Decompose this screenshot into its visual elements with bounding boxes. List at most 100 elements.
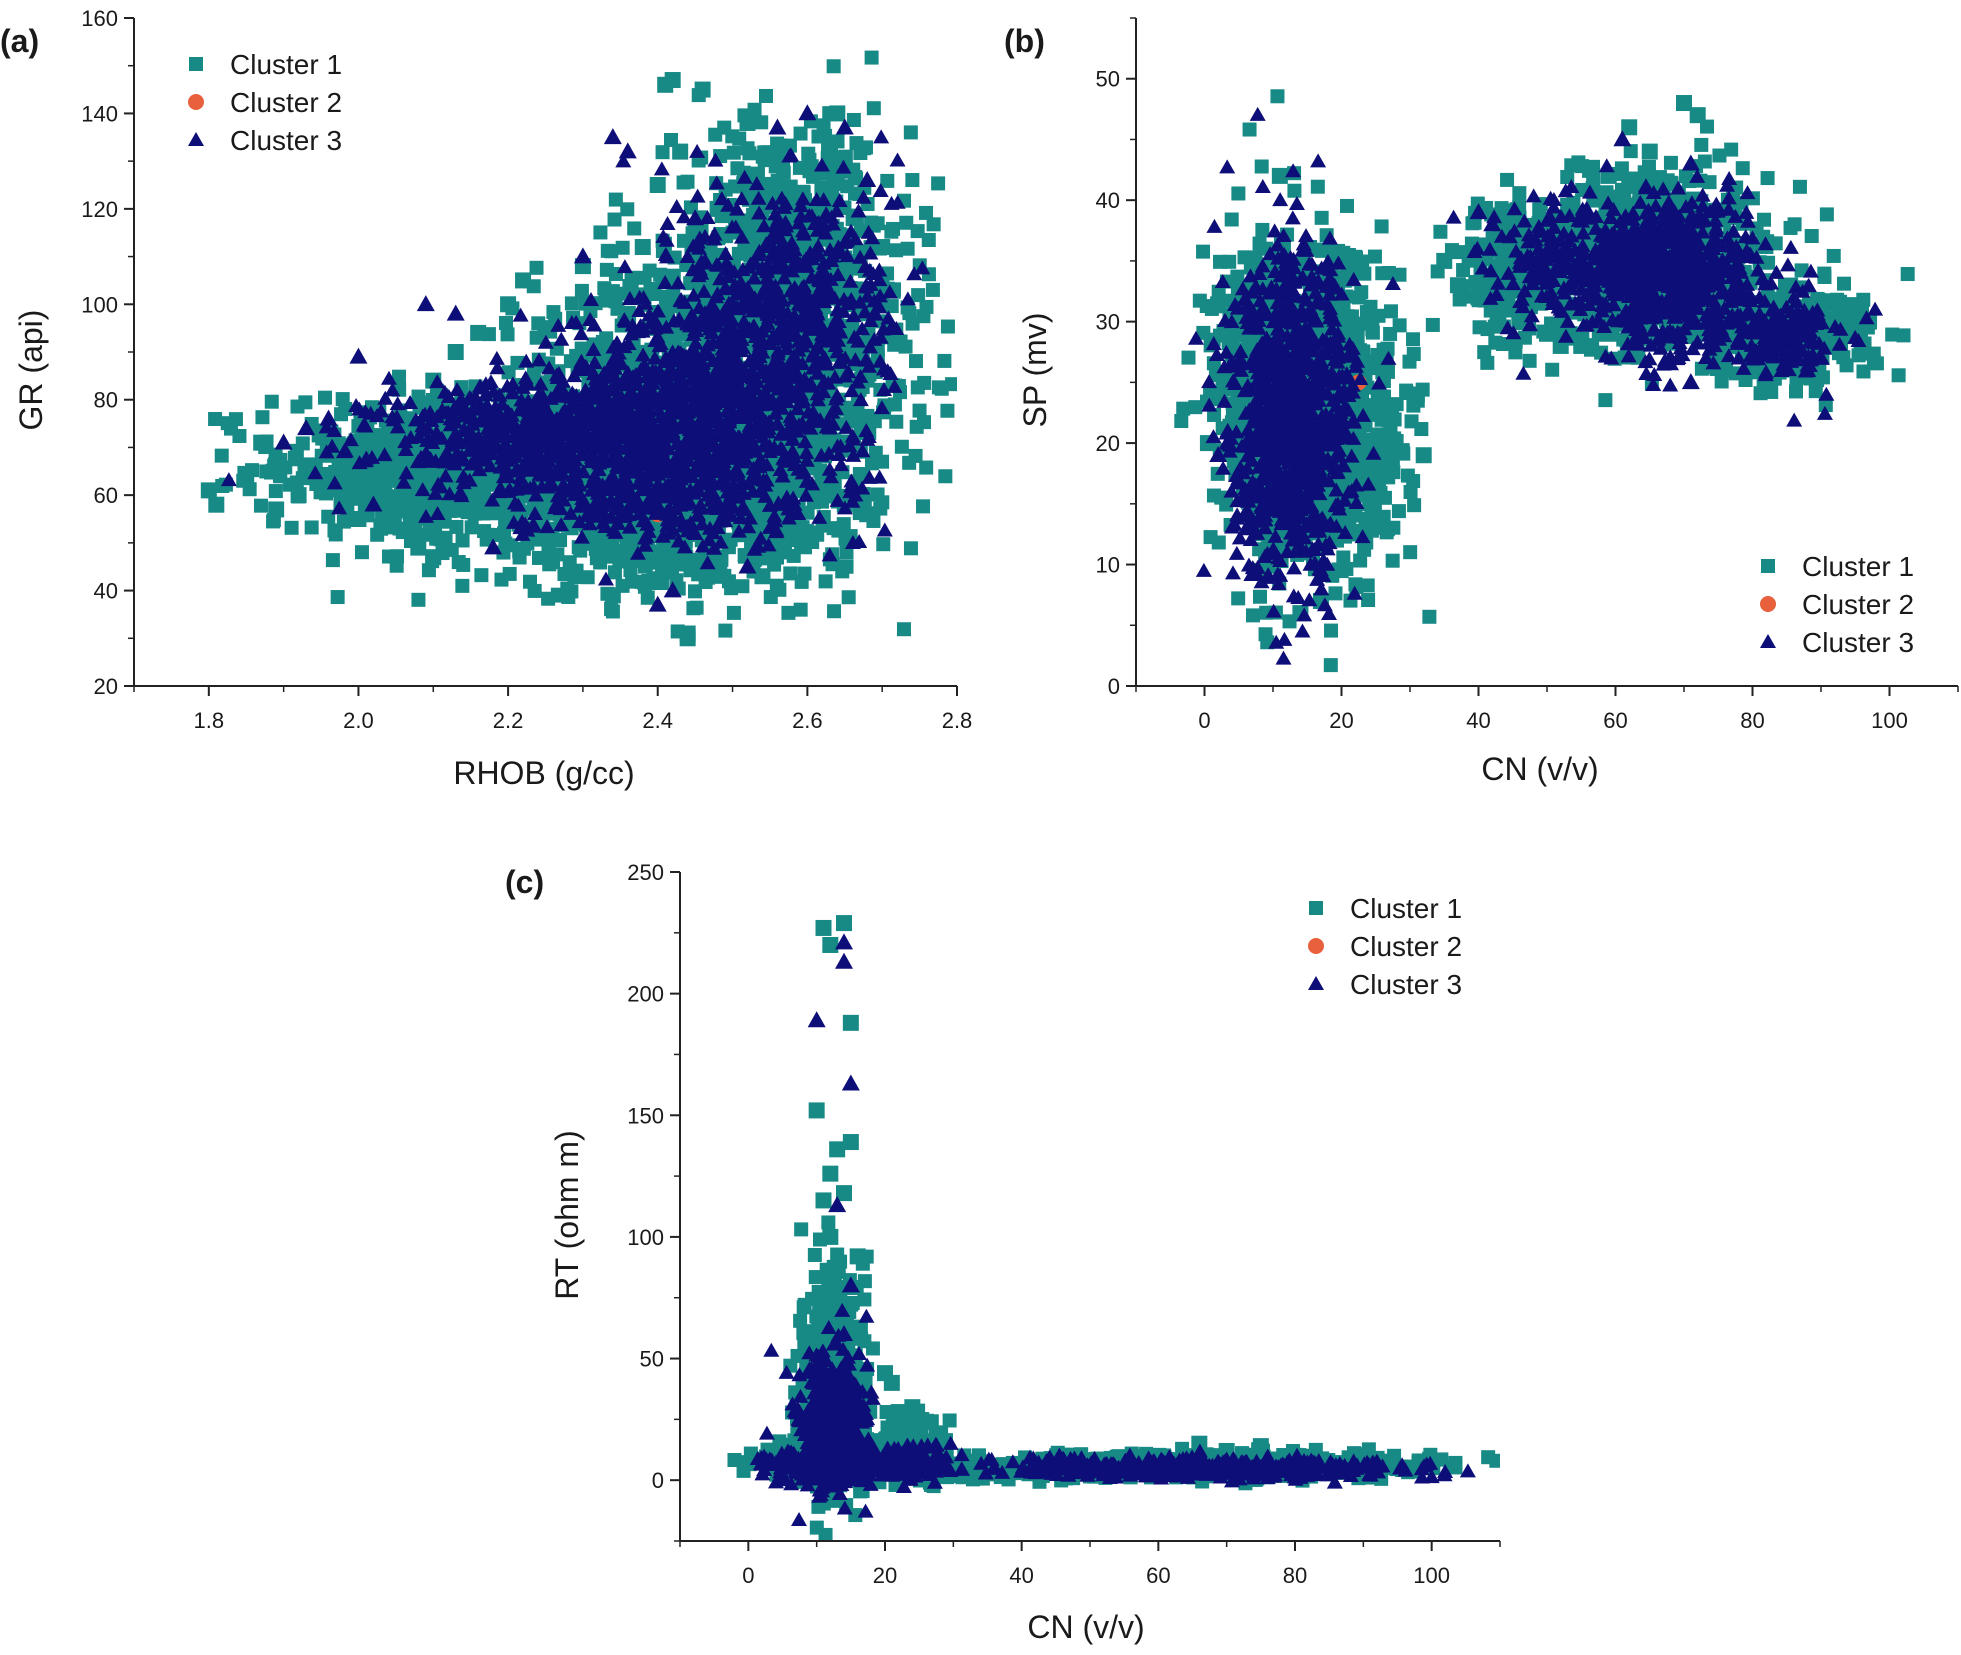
data-point bbox=[458, 503, 473, 518]
data-point bbox=[381, 549, 396, 564]
data-point bbox=[600, 291, 615, 306]
data-point bbox=[255, 410, 270, 425]
data-point bbox=[742, 220, 757, 235]
data-point bbox=[911, 288, 926, 303]
data-point bbox=[516, 442, 533, 457]
data-point bbox=[508, 447, 525, 462]
data-point bbox=[841, 590, 856, 605]
data-point bbox=[607, 212, 622, 227]
data-point bbox=[793, 126, 808, 141]
data-point bbox=[839, 545, 854, 560]
data-point bbox=[687, 584, 702, 599]
data-point bbox=[447, 344, 464, 360]
data-point bbox=[453, 488, 470, 503]
data-point bbox=[451, 555, 466, 570]
panel-label-a: (a) bbox=[0, 23, 39, 59]
data-point bbox=[900, 241, 915, 256]
data-point bbox=[887, 397, 902, 412]
data-point bbox=[503, 538, 518, 553]
data-point bbox=[494, 572, 509, 587]
data-point bbox=[537, 320, 554, 337]
data-point bbox=[266, 514, 281, 529]
data-point bbox=[735, 579, 750, 594]
data-point bbox=[392, 521, 407, 536]
data-point bbox=[418, 508, 435, 523]
data-point bbox=[921, 232, 936, 247]
data-point bbox=[569, 563, 584, 578]
data-point bbox=[603, 541, 618, 556]
data-point bbox=[284, 520, 299, 535]
data-point bbox=[604, 602, 619, 617]
data-point bbox=[654, 575, 669, 590]
data-point bbox=[482, 458, 499, 473]
data-point bbox=[866, 101, 881, 116]
data-point bbox=[876, 537, 891, 552]
data-point bbox=[627, 221, 642, 236]
data-point bbox=[419, 432, 436, 447]
data-point bbox=[916, 499, 931, 514]
data-point bbox=[651, 555, 666, 570]
data-point bbox=[679, 630, 696, 647]
data-point bbox=[413, 395, 428, 410]
data-point bbox=[472, 452, 489, 467]
data-point bbox=[402, 395, 419, 410]
data-marks bbox=[200, 50, 957, 647]
data-point bbox=[531, 352, 548, 367]
data-point bbox=[912, 403, 927, 418]
data-point bbox=[461, 442, 478, 457]
data-point bbox=[414, 421, 431, 436]
data-point bbox=[434, 453, 451, 468]
data-point bbox=[816, 118, 831, 133]
data-point bbox=[492, 480, 509, 495]
data-point bbox=[567, 397, 584, 412]
data-point bbox=[859, 506, 876, 523]
data-point bbox=[410, 539, 427, 556]
data-point bbox=[242, 482, 257, 497]
data-point bbox=[909, 354, 924, 369]
data-point bbox=[500, 296, 517, 313]
data-point bbox=[742, 146, 757, 161]
data-point bbox=[455, 533, 470, 548]
data-point bbox=[529, 260, 544, 275]
data-point bbox=[208, 411, 223, 426]
data-point bbox=[829, 105, 846, 122]
data-point bbox=[864, 456, 879, 471]
data-point bbox=[754, 115, 769, 130]
data-point bbox=[781, 605, 796, 620]
panel-a-x-axis-title: RHOB (g/cc) bbox=[453, 755, 634, 791]
data-point bbox=[337, 443, 354, 458]
data-point bbox=[826, 59, 841, 74]
data-point bbox=[264, 394, 279, 409]
data-point bbox=[444, 437, 461, 452]
data-point bbox=[429, 374, 446, 389]
data-point bbox=[290, 399, 305, 414]
data-point bbox=[220, 472, 237, 487]
data-point bbox=[717, 568, 732, 583]
data-point bbox=[615, 240, 630, 255]
data-point bbox=[268, 447, 283, 462]
data-point bbox=[307, 465, 324, 480]
data-point bbox=[259, 464, 274, 479]
data-point bbox=[641, 576, 656, 591]
data-point bbox=[479, 397, 496, 412]
data-point bbox=[321, 509, 336, 524]
data-point bbox=[917, 415, 932, 430]
data-point bbox=[438, 445, 455, 460]
data-point bbox=[853, 145, 868, 160]
data-point bbox=[625, 574, 640, 589]
data-point bbox=[500, 327, 515, 342]
data-point bbox=[793, 602, 808, 617]
data-point bbox=[464, 520, 479, 535]
data-point bbox=[326, 475, 343, 490]
data-point bbox=[526, 364, 541, 379]
data-point bbox=[561, 589, 576, 604]
data-point bbox=[377, 390, 394, 405]
data-point bbox=[905, 316, 920, 331]
data-point bbox=[526, 506, 543, 521]
data-point bbox=[407, 412, 424, 427]
data-point bbox=[428, 424, 445, 439]
data-point bbox=[917, 375, 932, 390]
data-point bbox=[831, 523, 846, 538]
data-point bbox=[253, 434, 270, 451]
data-point bbox=[555, 404, 572, 419]
